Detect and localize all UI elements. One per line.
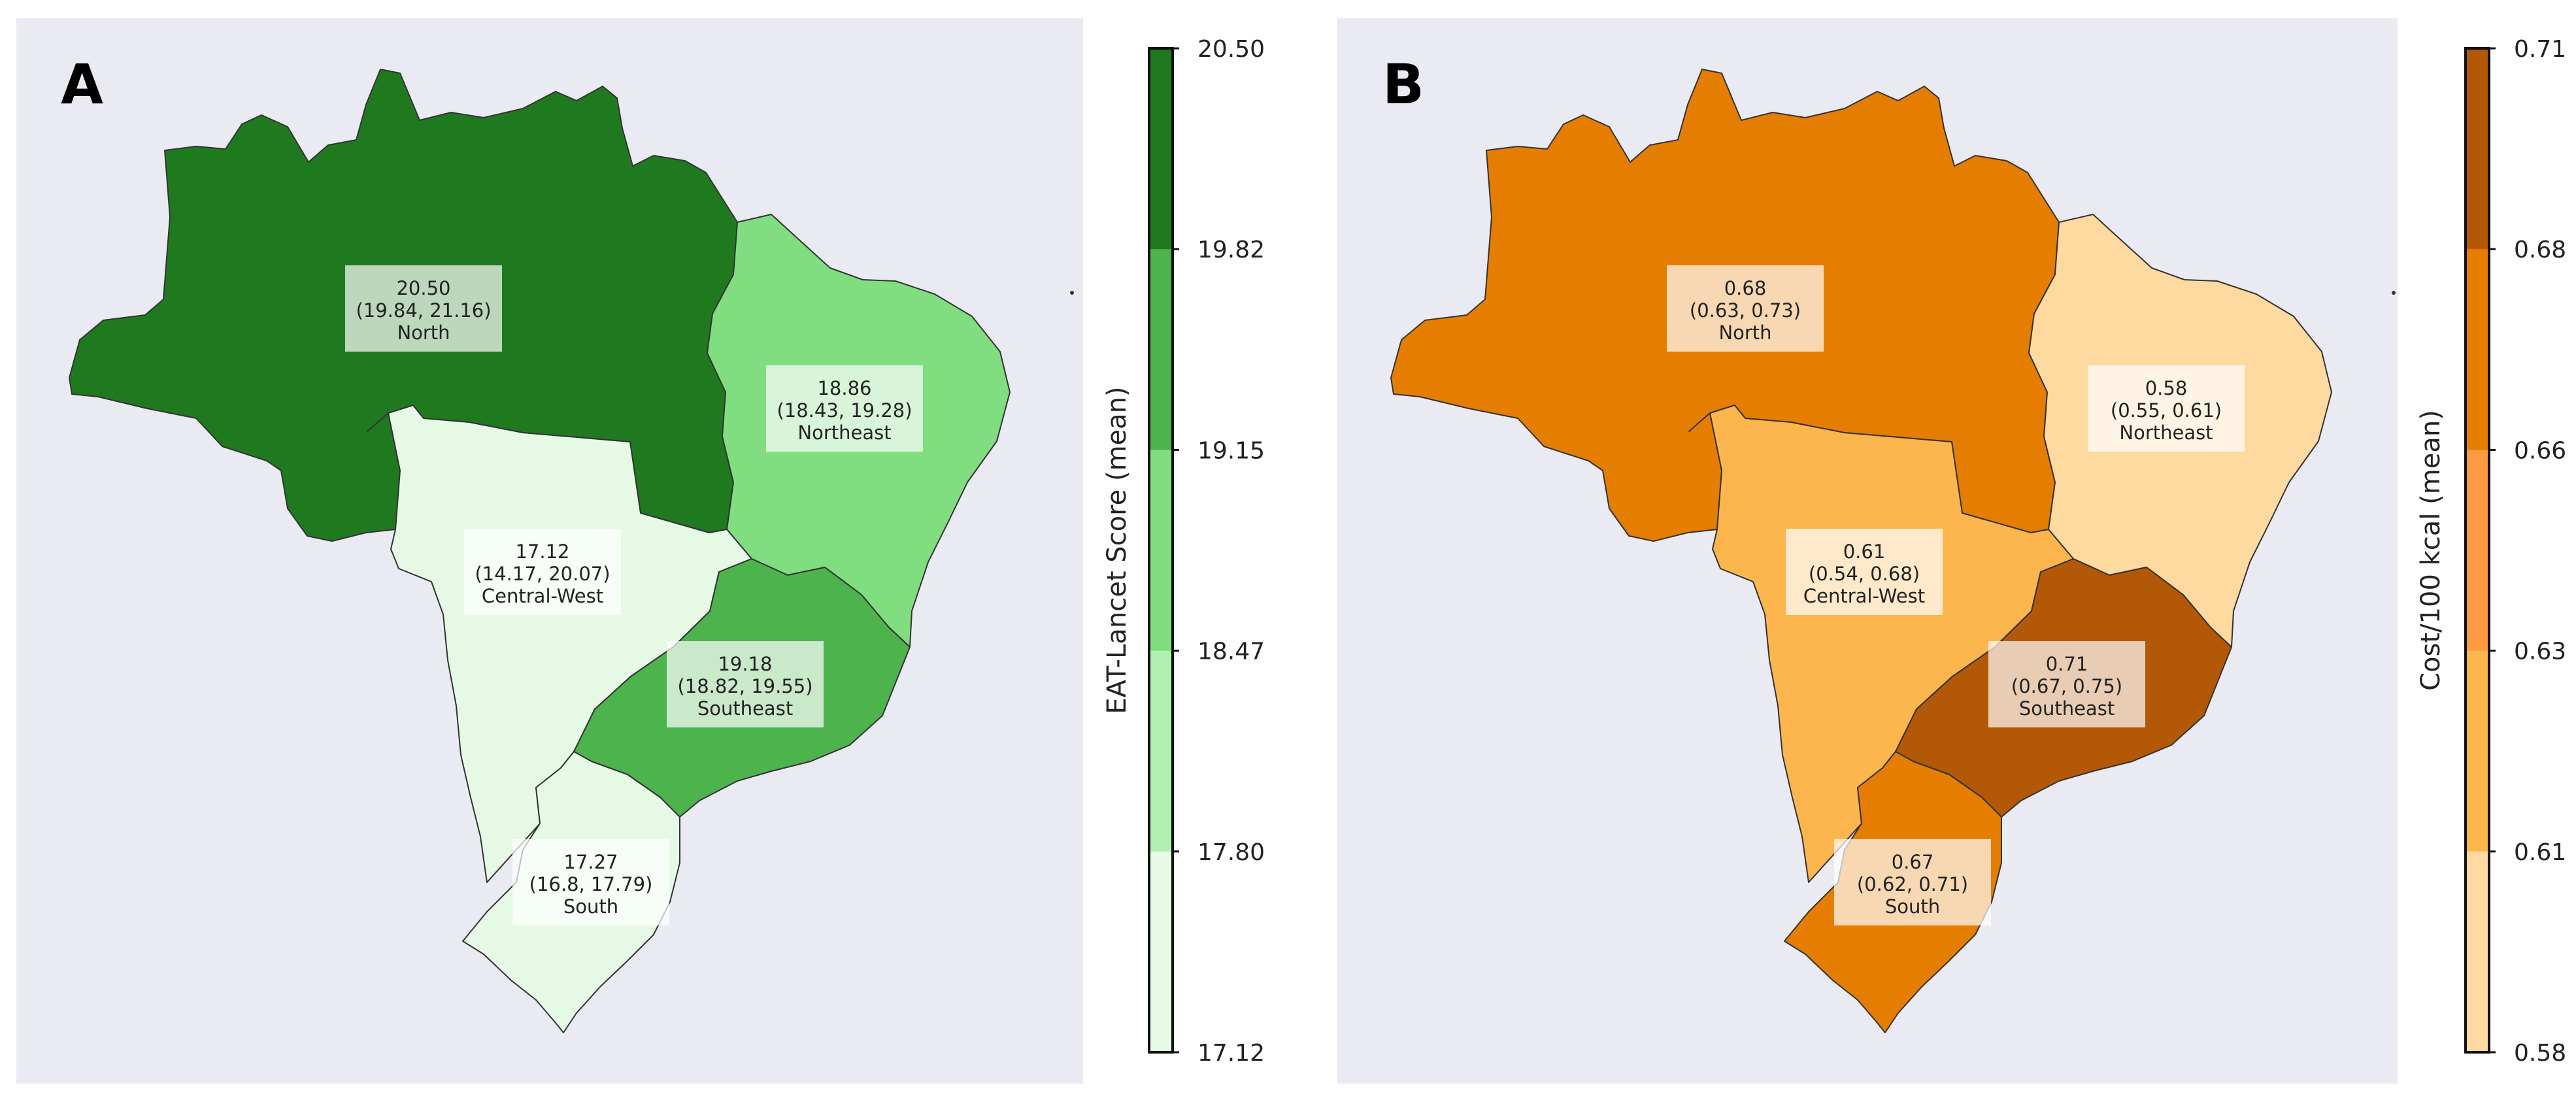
label-box <box>667 641 824 727</box>
label-box <box>1667 265 1824 352</box>
colorbar-tick-label: 20.50 <box>1197 36 1265 63</box>
label-ci: (18.43, 19.28) <box>777 399 912 422</box>
colorbar-segment <box>2466 650 2489 852</box>
label-ci: (0.62, 0.71) <box>1857 873 1968 895</box>
panel-letter: B <box>1382 52 1424 116</box>
label-mean: 0.61 <box>1843 541 1886 563</box>
label-mean: 0.67 <box>1892 851 1934 873</box>
region-label-south: 0.67(0.62, 0.71)South <box>1834 839 1991 925</box>
colorbar-title: EAT-Lancet Score (mean) <box>1102 386 1132 714</box>
colorbar-segment <box>1149 249 1173 450</box>
label-ci: (14.17, 20.07) <box>475 563 610 585</box>
colorbar-segment <box>2466 450 2489 652</box>
label-name: Northeast <box>2119 422 2213 444</box>
colorbar-tick-label: 18.47 <box>1197 639 1265 665</box>
colorbar-tick-label: 0.61 <box>2514 839 2566 866</box>
label-box <box>1988 641 2145 727</box>
label-mean: 0.68 <box>1724 277 1767 299</box>
label-name: Central-West <box>482 585 603 607</box>
label-box <box>2088 365 2245 452</box>
label-ci: (0.54, 0.68) <box>1809 563 1920 585</box>
label-ci: (19.84, 21.16) <box>356 299 491 322</box>
label-ci: (0.55, 0.61) <box>2111 399 2222 422</box>
region-label-northeast: 0.58(0.55, 0.61)Northeast <box>2088 365 2245 452</box>
region-label-central-west: 17.12(14.17, 20.07)Central-West <box>464 529 621 615</box>
colorbar-tick-label: 0.71 <box>2514 36 2566 63</box>
label-mean: 0.58 <box>2145 377 2188 399</box>
label-box <box>1786 529 1943 615</box>
label-ci: (18.82, 19.55) <box>677 675 812 697</box>
label-mean: 20.50 <box>396 277 450 299</box>
label-mean: 17.27 <box>563 851 618 873</box>
label-name: Southeast <box>2019 697 2115 720</box>
colorbar-segment <box>1149 851 1173 1053</box>
label-ci: (16.8, 17.79) <box>529 873 653 895</box>
label-name: Southeast <box>697 697 793 720</box>
region-label-southeast: 19.18(18.82, 19.55)Southeast <box>667 641 824 727</box>
colorbar-tick-label: 17.80 <box>1197 839 1265 866</box>
colorbar-tick-label: 0.63 <box>2514 639 2566 665</box>
colorbar-tick-label: 0.66 <box>2514 437 2566 464</box>
colorbar-segment <box>1149 650 1173 852</box>
island-marker <box>1070 291 1074 295</box>
label-name: Northeast <box>797 422 891 444</box>
colorbar-frame <box>1148 47 1174 1054</box>
label-name: North <box>397 322 450 344</box>
panel-letter: A <box>61 52 103 116</box>
label-name: North <box>1718 322 1771 344</box>
label-ci: (0.63, 0.73) <box>1690 299 1801 322</box>
colorbar-segment <box>2466 851 2489 1053</box>
colorbar-tick-label: 17.12 <box>1197 1040 1265 1067</box>
label-name: South <box>1885 895 1940 918</box>
colorbar-segment <box>1149 48 1173 250</box>
colorbar-segment <box>2466 48 2489 250</box>
region-label-northeast: 18.86(18.43, 19.28)Northeast <box>766 365 923 452</box>
colorbar-tick-label: 0.58 <box>2514 1040 2566 1067</box>
label-name: Central-West <box>1803 585 1925 607</box>
colorbar-segment <box>2466 249 2489 450</box>
region-label-north: 20.50(19.84, 21.16)North <box>345 265 502 352</box>
island-marker <box>2392 291 2396 295</box>
colorbar-tick-label: 0.68 <box>2514 237 2566 263</box>
colorbar-frame <box>2464 47 2490 1054</box>
label-box <box>464 529 621 615</box>
label-mean: 17.12 <box>515 541 569 563</box>
label-box <box>766 365 923 452</box>
label-name: South <box>563 895 618 918</box>
label-mean: 19.18 <box>718 653 772 675</box>
colorbar-tick-label: 19.82 <box>1197 237 1265 263</box>
colorbar: 20.50 19.82 19.15 18.47 17.80 17.12 EAT-Lancet… <box>1102 36 1265 1067</box>
label-box <box>345 265 502 352</box>
colorbar-title: Cost/100 kcal (mean) <box>2416 410 2446 691</box>
region-label-central-west: 0.61(0.54, 0.68)Central-West <box>1786 529 1943 615</box>
colorbar-tick-label: 19.15 <box>1197 437 1265 464</box>
region-label-south: 17.27(16.8, 17.79)South <box>512 839 669 925</box>
label-ci: (0.67, 0.75) <box>2011 675 2122 697</box>
colorbar-segment <box>1149 450 1173 652</box>
label-box <box>1834 839 1991 925</box>
label-box <box>512 839 669 925</box>
region-label-north: 0.68(0.63, 0.73)North <box>1667 265 1824 352</box>
label-mean: 0.71 <box>2046 653 2088 675</box>
label-mean: 18.86 <box>817 377 871 399</box>
colorbar: 0.71 0.68 0.66 0.63 0.61 0.58 Cost/100 kcal (m… <box>2416 36 2566 1067</box>
region-label-southeast: 0.71(0.67, 0.75)Southeast <box>1988 641 2145 727</box>
